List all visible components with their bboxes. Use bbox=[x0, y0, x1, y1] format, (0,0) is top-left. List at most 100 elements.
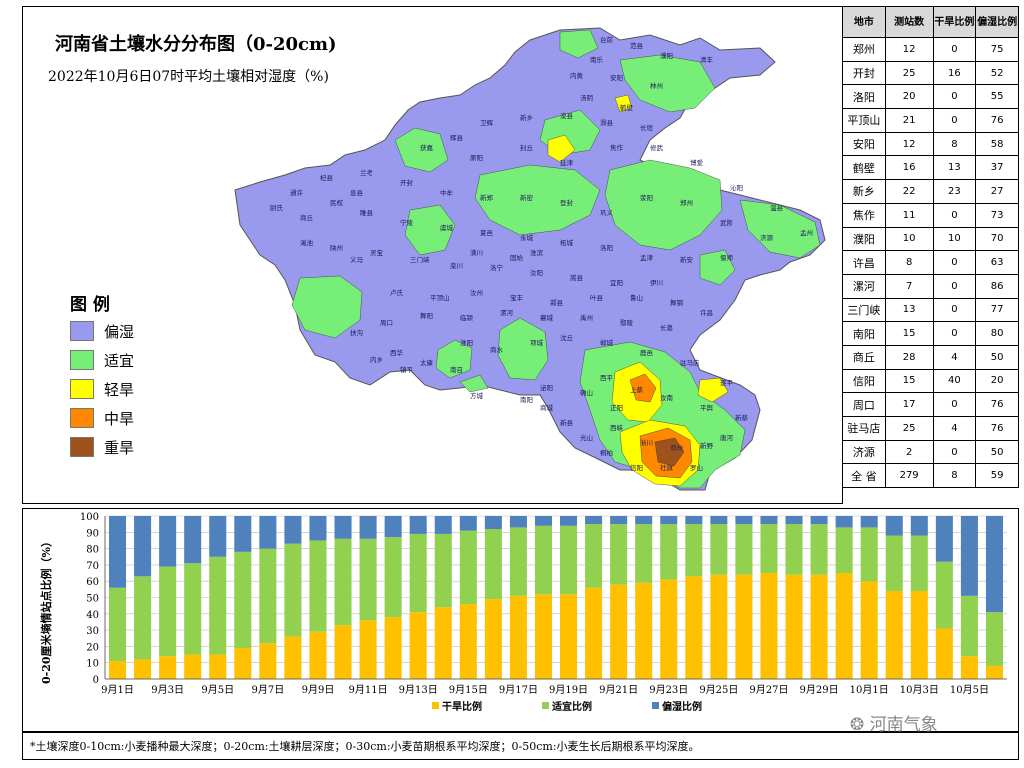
table-row: 平顶山 21 0 76 bbox=[842, 108, 1019, 133]
map-subtitle: 2022年10月6日07时平均土壤相对湿度（%) bbox=[48, 69, 329, 85]
legend-item-wet: 偏湿 bbox=[70, 320, 134, 342]
header-city: 地市 bbox=[842, 6, 886, 38]
bar-segment bbox=[685, 576, 703, 679]
place-label: 南乐 bbox=[590, 55, 604, 64]
table-row: 焦作 11 0 73 bbox=[842, 202, 1019, 228]
place-label: 桐柏 bbox=[600, 448, 613, 457]
bar-segment bbox=[635, 516, 653, 525]
bar-segment bbox=[910, 516, 928, 536]
cell-station-count: 2 bbox=[884, 439, 934, 465]
cell-city: 漯河 bbox=[842, 273, 886, 299]
y-tick-label: 60 bbox=[86, 577, 99, 588]
place-label: 西峡 bbox=[610, 423, 624, 432]
cell-drought-ratio: 0 bbox=[932, 250, 977, 275]
cell-drought-ratio: 8 bbox=[932, 463, 977, 489]
place-label: 修武 bbox=[650, 143, 664, 152]
cell-wet-ratio: 55 bbox=[975, 84, 1019, 110]
place-label: 驻马店 bbox=[680, 358, 700, 367]
place-label: 周口 bbox=[380, 319, 393, 327]
legend-label-severe-drought: 重旱 bbox=[104, 438, 135, 457]
bar-segment bbox=[259, 643, 277, 679]
bar-segment bbox=[309, 631, 327, 679]
place-label: 辉县 bbox=[450, 134, 464, 142]
bar-segment bbox=[259, 548, 277, 644]
table-row: 安阳 12 8 58 bbox=[842, 131, 1019, 157]
cell-city: 三门峡 bbox=[842, 297, 886, 323]
bar-segment bbox=[860, 581, 878, 679]
bar-segment bbox=[760, 573, 778, 679]
bar-segment bbox=[710, 516, 728, 525]
place-label: 卢氏 bbox=[390, 288, 404, 297]
bar-segment bbox=[785, 524, 803, 575]
y-tick-label: 0 bbox=[93, 675, 99, 686]
x-tick-label: 9月19日 bbox=[549, 684, 588, 696]
table-row: 洛阳 20 0 55 bbox=[842, 84, 1019, 110]
bar-segment bbox=[309, 540, 327, 632]
place-label: 新县 bbox=[560, 418, 574, 427]
place-label: 洛宁 bbox=[490, 263, 504, 272]
place-label: 柘城 bbox=[560, 238, 574, 247]
place-label: 临颍 bbox=[460, 313, 474, 322]
bar-segment bbox=[835, 527, 853, 574]
place-label: 灵宝 bbox=[370, 248, 384, 257]
bar-segment bbox=[985, 516, 1003, 613]
place-label: 偃师 bbox=[720, 253, 734, 262]
bar-segment bbox=[560, 525, 578, 595]
place-label: 渑池 bbox=[300, 238, 314, 247]
place-label: 虞城 bbox=[440, 223, 454, 232]
place-label: 林州 bbox=[650, 81, 663, 90]
place-label: 濮阳 bbox=[660, 51, 673, 60]
bar-segment bbox=[610, 524, 628, 585]
bar-segment bbox=[109, 661, 127, 679]
cell-wet-ratio: 70 bbox=[975, 226, 1019, 252]
x-tick-label: 9月21日 bbox=[599, 684, 638, 696]
place-label: 陕州 bbox=[330, 243, 343, 252]
bar-segment bbox=[384, 617, 402, 679]
suitable-zones bbox=[291, 29, 821, 489]
cell-wet-ratio: 20 bbox=[975, 368, 1019, 394]
table-row: 漯河 7 0 86 bbox=[842, 273, 1019, 299]
place-label: 鹿邑 bbox=[640, 348, 654, 357]
legend-label: 适宜比例 bbox=[552, 700, 592, 713]
bar-segment bbox=[910, 535, 928, 591]
place-label: 通许 bbox=[290, 188, 304, 197]
place-label: 上蔡 bbox=[630, 385, 644, 394]
place-label: 鲁山 bbox=[630, 293, 643, 302]
bar-segment bbox=[334, 538, 352, 626]
x-tick-label: 9月17日 bbox=[499, 684, 538, 696]
bar-segment bbox=[560, 516, 578, 526]
legend-item-moderate-drought: 中旱 bbox=[70, 407, 134, 429]
chart-grid bbox=[105, 515, 1007, 680]
x-tick-label: 9月29日 bbox=[800, 684, 839, 696]
place-label: 义马 bbox=[350, 256, 363, 264]
y-tick-label: 80 bbox=[86, 545, 99, 556]
cell-station-count: 12 bbox=[884, 131, 934, 157]
table-row: 周口 17 0 76 bbox=[842, 392, 1019, 417]
table-row: 三门峡 13 0 77 bbox=[842, 297, 1019, 323]
bar-segment bbox=[685, 524, 703, 577]
bar-segment bbox=[209, 654, 227, 679]
table-row: 驻马店 25 4 76 bbox=[842, 416, 1019, 441]
place-label: 孟津 bbox=[640, 253, 654, 262]
place-label: 西平 bbox=[600, 374, 614, 382]
legend-swatch-moderate-drought bbox=[70, 408, 94, 428]
place-label: 伊川 bbox=[650, 278, 663, 287]
place-label: 禹州 bbox=[580, 314, 593, 322]
cell-station-count: 279 bbox=[884, 463, 934, 489]
table-row: 郑州 12 0 75 bbox=[842, 37, 1019, 62]
cell-station-count: 15 bbox=[884, 368, 934, 394]
place-label: 信阳 bbox=[630, 463, 643, 472]
place-label: 镇平 bbox=[400, 365, 414, 374]
place-label: 正阳 bbox=[610, 403, 623, 412]
bar-segment bbox=[159, 566, 177, 657]
bar-segment bbox=[585, 516, 603, 525]
cell-drought-ratio: 0 bbox=[932, 321, 977, 346]
place-label: 平舆 bbox=[700, 403, 714, 412]
cell-city: 开封 bbox=[842, 60, 886, 86]
place-label: 台前 bbox=[600, 35, 614, 44]
cell-wet-ratio: 59 bbox=[975, 463, 1019, 489]
cell-drought-ratio: 40 bbox=[932, 368, 977, 394]
bar-segment bbox=[434, 607, 452, 679]
legend-swatch bbox=[542, 702, 549, 709]
